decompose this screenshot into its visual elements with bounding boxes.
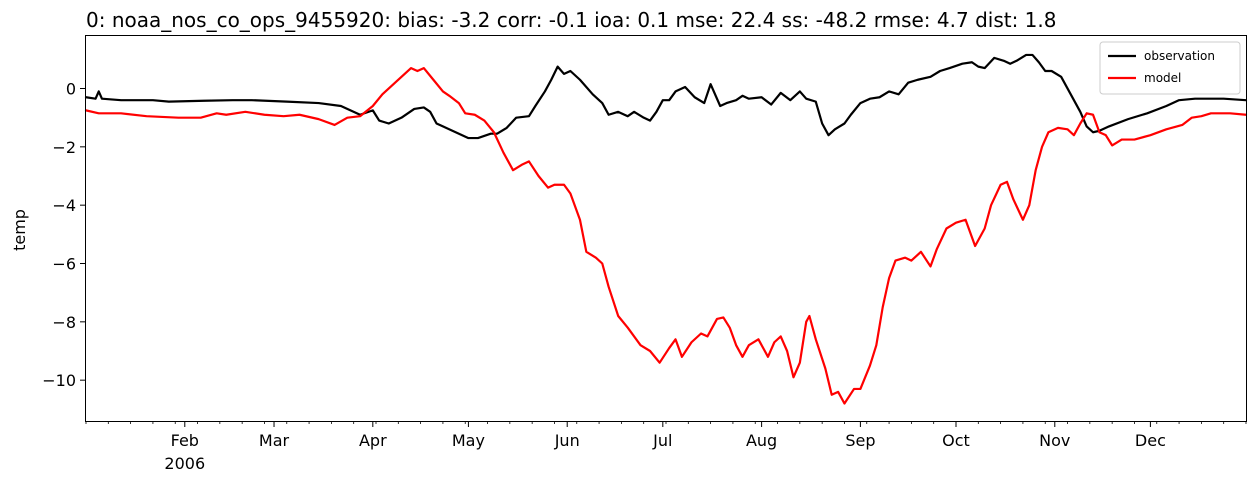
- y-tick-label: −2: [52, 138, 76, 157]
- x-tick-label: Apr: [359, 431, 387, 450]
- x-tick-sublabel: 2006: [164, 454, 205, 473]
- legend-label-observation: observation: [1144, 49, 1215, 63]
- y-axis: 0 −2 −4 −6 −8 −10: [42, 80, 86, 390]
- y-tick-label: −8: [52, 313, 76, 332]
- x-tick-label: Jun: [554, 431, 580, 450]
- series-line-observation: [84, 53, 1248, 140]
- x-axis: Feb 2006 Mar Apr May Jun Jul Aug Sep Oct Nov Dec: [85, 421, 1247, 473]
- x-tick-label: Nov: [1039, 431, 1070, 450]
- x-tick-label: Feb: [171, 431, 199, 450]
- x-tick-label: May: [452, 431, 485, 450]
- x-tick-label: Oct: [942, 431, 970, 450]
- plot-area: [84, 53, 1248, 405]
- y-axis-label: temp: [10, 209, 29, 251]
- x-tick-label: Aug: [746, 431, 777, 450]
- x-tick-label: Dec: [1135, 431, 1166, 450]
- chart-title: 0: noaa_nos_co_ops_9455920: bias: -3.2 c…: [86, 8, 1056, 32]
- plot-frame: [85, 35, 1247, 422]
- x-tick-label: Jul: [652, 431, 672, 450]
- y-tick-label: −10: [42, 371, 76, 390]
- x-tick-label: Sep: [845, 431, 875, 450]
- y-tick-label: 0: [66, 80, 76, 99]
- legend-label-model: model: [1144, 71, 1181, 85]
- y-tick-label: −4: [52, 196, 76, 215]
- y-tick-label: −6: [52, 255, 76, 274]
- x-tick-label: Mar: [259, 431, 290, 450]
- series-line-model: [84, 66, 1248, 405]
- legend: observation model: [1099, 41, 1241, 95]
